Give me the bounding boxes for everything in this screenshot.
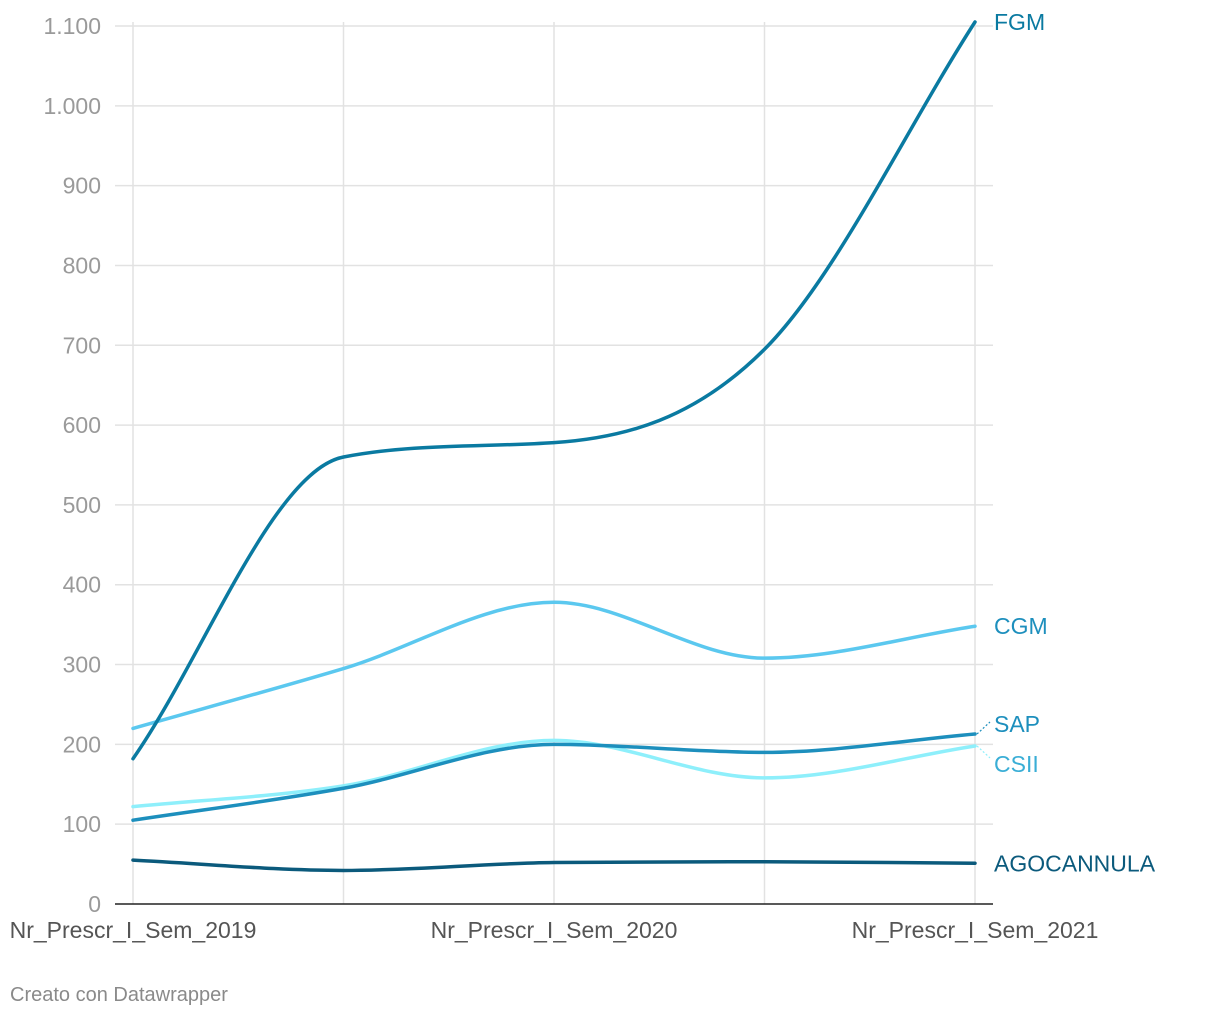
- series-line-fgm: [131, 20, 977, 761]
- series-lines: [131, 20, 977, 873]
- series-line-cgm: [131, 600, 977, 731]
- y-tick-label: 700: [63, 332, 101, 358]
- series-label-fgm: FGM: [994, 9, 1045, 35]
- series-label-leader-sap: [976, 721, 991, 735]
- x-tick-label: Nr_Prescr_I_Sem_2019: [10, 917, 257, 943]
- footer-credit: Creato con Datawrapper: [10, 984, 228, 1006]
- y-tick-label: 900: [63, 173, 101, 199]
- y-axis: 0 100 200 300 400 500 600 700 800 900 1.000 1.100: [43, 13, 101, 917]
- series-label-agocannula: AGOCANNULA: [994, 850, 1156, 876]
- y-tick-label: 1.000: [43, 93, 101, 119]
- series-label-leader-csii: [976, 745, 991, 759]
- series-labels: FGM CGM SAP CSII AGOCANNULA: [976, 9, 1156, 876]
- y-tick-label: 100: [63, 811, 101, 837]
- series-label-cgm: CGM: [994, 613, 1048, 639]
- y-tick-label: 400: [63, 572, 101, 598]
- y-tick-label: 500: [63, 492, 101, 518]
- y-tick-label: 300: [63, 652, 101, 678]
- series-line-csii: [131, 738, 977, 809]
- series-label-sap: SAP: [994, 711, 1040, 737]
- x-axis: Nr_Prescr_I_Sem_2019 Nr_Prescr_I_Sem_2020…: [10, 903, 1099, 943]
- series-label-csii: CSII: [994, 751, 1039, 777]
- y-tick-label: 1.100: [43, 13, 101, 39]
- series-line-agocannula: [131, 858, 977, 873]
- grid: [115, 22, 993, 904]
- series-line-sap: [131, 732, 977, 822]
- y-tick-label: 0: [88, 891, 101, 917]
- x-tick-label: Nr_Prescr_I_Sem_2020: [431, 917, 678, 943]
- y-tick-label: 800: [63, 252, 101, 278]
- y-tick-label: 600: [63, 412, 101, 438]
- x-tick-label: Nr_Prescr_I_Sem_2021: [852, 917, 1099, 943]
- y-tick-label: 200: [63, 731, 101, 757]
